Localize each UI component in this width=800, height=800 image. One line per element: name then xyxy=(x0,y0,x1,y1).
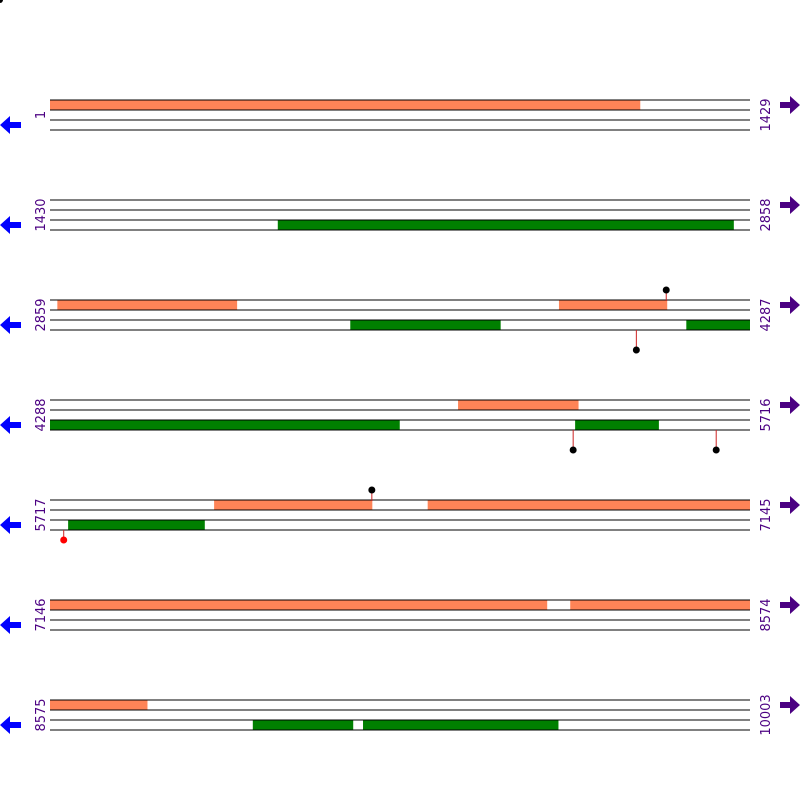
row-end-label: 10003 xyxy=(759,694,774,735)
site-marker[interactable] xyxy=(632,346,640,354)
reverse-feature[interactable] xyxy=(252,720,354,730)
map-row: 8575 10003 xyxy=(0,694,800,736)
reverse-feature[interactable] xyxy=(363,720,559,730)
forward-feature[interactable] xyxy=(427,500,750,510)
forward-feature[interactable] xyxy=(214,500,373,510)
forward-feature[interactable] xyxy=(458,400,579,410)
left-arrow-icon xyxy=(0,616,21,634)
right-arrow-icon xyxy=(780,196,800,214)
forward-feature[interactable] xyxy=(50,700,148,710)
row-start-label: 7146 xyxy=(34,598,49,631)
left-arrow-icon xyxy=(0,716,21,734)
reverse-feature[interactable] xyxy=(350,320,501,330)
forward-feature[interactable] xyxy=(57,300,238,310)
right-arrow-icon xyxy=(780,496,800,514)
reverse-feature[interactable] xyxy=(575,420,659,430)
row-start-label: 1 xyxy=(34,111,49,119)
left-arrow-icon xyxy=(0,316,21,334)
site-marker[interactable] xyxy=(60,536,68,544)
reverse-feature[interactable] xyxy=(686,320,750,330)
forward-feature[interactable] xyxy=(570,600,750,610)
right-arrow-icon xyxy=(780,696,800,714)
reverse-feature[interactable] xyxy=(50,420,400,430)
right-arrow-icon xyxy=(780,396,800,414)
row-start-label: 2859 xyxy=(34,298,49,331)
row-start-label: 1430 xyxy=(34,198,49,231)
right-arrow-icon xyxy=(780,296,800,314)
row-end-label: 5716 xyxy=(759,398,774,431)
forward-feature[interactable] xyxy=(50,600,548,610)
row-end-label: 2858 xyxy=(759,198,774,231)
corner-dot xyxy=(0,0,3,3)
row-end-label: 4287 xyxy=(759,298,774,331)
site-marker[interactable] xyxy=(368,486,376,494)
left-arrow-icon xyxy=(0,416,21,434)
map-row: 4288 5716 xyxy=(0,396,800,454)
right-arrow-icon xyxy=(780,596,800,614)
row-end-label: 1429 xyxy=(759,98,774,131)
reverse-feature[interactable] xyxy=(68,520,205,530)
row-start-label: 4288 xyxy=(34,398,49,431)
map-row: 1430 2858 xyxy=(0,196,800,234)
site-marker[interactable] xyxy=(662,286,670,294)
site-marker[interactable] xyxy=(569,446,577,454)
left-arrow-icon xyxy=(0,516,21,534)
map-row: 1 1429 xyxy=(0,96,800,134)
left-arrow-icon xyxy=(0,216,21,234)
left-arrow-icon xyxy=(0,116,21,134)
right-arrow-icon xyxy=(780,96,800,114)
forward-feature[interactable] xyxy=(50,100,641,110)
map-rows: 1 1429 1430 2858 2859 4287 4288 5716 5717 7145 714… xyxy=(0,96,800,736)
forward-feature[interactable] xyxy=(558,300,668,310)
reverse-feature[interactable] xyxy=(277,220,734,230)
row-start-label: 8575 xyxy=(34,698,49,731)
row-end-label: 7145 xyxy=(759,498,774,531)
map-row: 5717 7145 xyxy=(0,486,800,544)
site-marker[interactable] xyxy=(712,446,720,454)
row-start-label: 5717 xyxy=(34,498,49,531)
row-end-label: 8574 xyxy=(759,598,774,631)
map-row: 7146 8574 xyxy=(0,596,800,634)
map-row: 2859 4287 xyxy=(0,286,800,354)
